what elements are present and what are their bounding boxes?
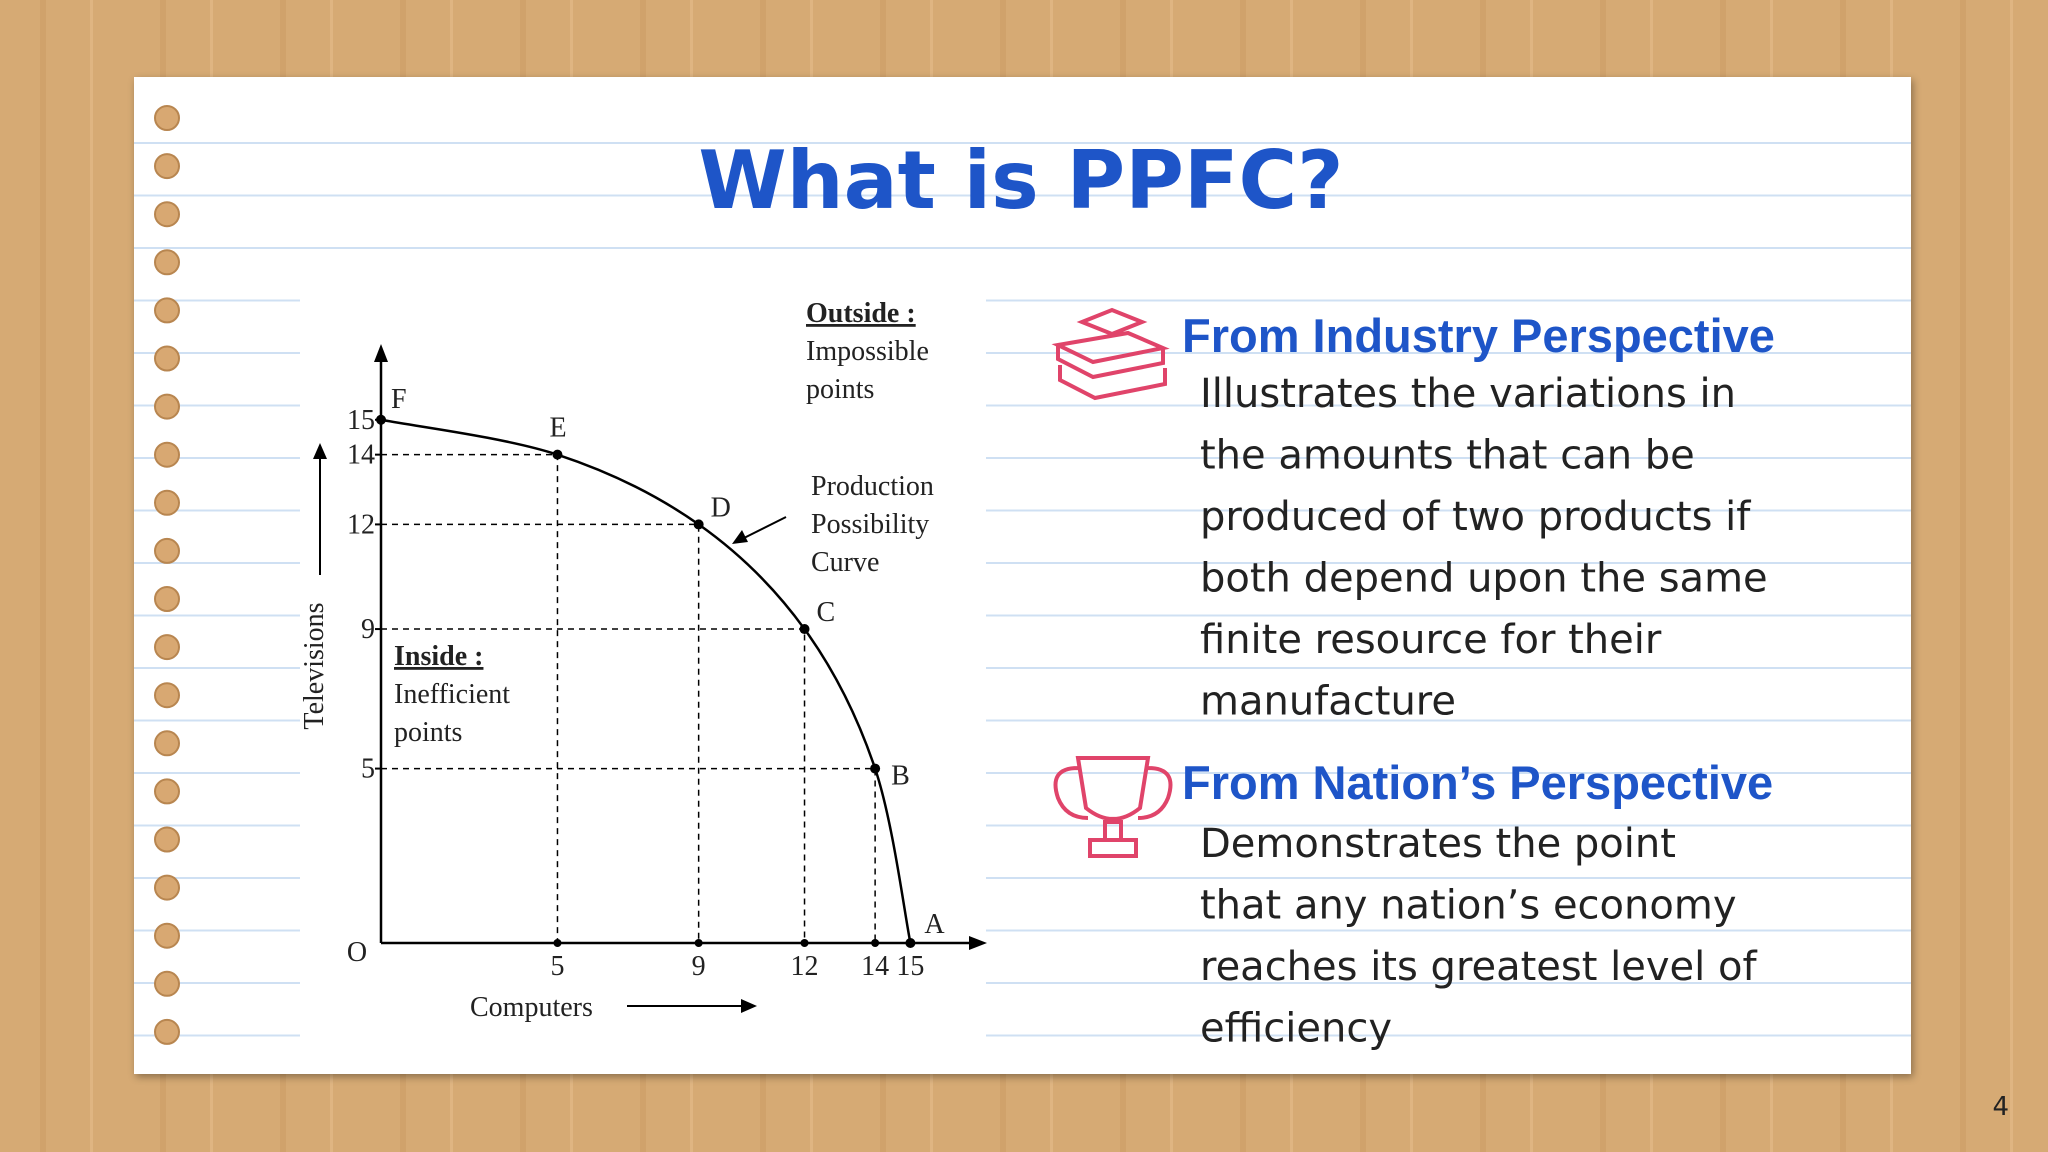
annotation-arrowhead: [732, 530, 748, 544]
x-tick-label: 14: [861, 951, 889, 982]
x-axis-label: Computers: [470, 992, 593, 1023]
y-axis-label: Televisions: [299, 602, 330, 729]
ring: [154, 922, 180, 949]
x-tick: [694, 939, 703, 947]
y-tick-label: 9: [361, 614, 375, 645]
y-tick-label: 14: [347, 440, 375, 471]
x-axis-arrow: [969, 936, 987, 950]
ring: [154, 201, 180, 228]
annotation-line: Production: [811, 471, 934, 502]
point: [799, 624, 810, 635]
annotation-line: Inefficient: [394, 679, 510, 710]
annotation-arrow: [741, 516, 787, 540]
section-line: both depend upon the same: [1200, 556, 1768, 602]
section-line: the amounts that can be: [1200, 433, 1695, 479]
section-line: efficiency: [1200, 1006, 1392, 1052]
ring: [154, 826, 180, 853]
ring: [154, 489, 180, 516]
section-line: reaches its greatest level of: [1200, 944, 1757, 990]
section-heading: From Industry Perspective: [1182, 309, 1775, 362]
ring: [154, 874, 180, 901]
ring: [154, 970, 180, 997]
slide-title: What is PPFC?: [698, 134, 1343, 227]
x-tick-label: 9: [692, 951, 706, 982]
annotation-line: Impossible: [806, 336, 929, 367]
section-line: that any nation’s economy: [1200, 883, 1736, 929]
ring: [154, 441, 180, 468]
ring: [154, 345, 180, 372]
x-tick-label: 5: [550, 951, 564, 982]
point: [552, 449, 563, 460]
ring: [154, 778, 180, 805]
section-line: Demonstrates the point: [1200, 821, 1676, 867]
y-tick-label: 15: [347, 405, 375, 436]
ring: [154, 730, 180, 757]
origin-label: O: [347, 937, 367, 968]
x-tick: [871, 939, 880, 947]
point-label: C: [817, 597, 836, 628]
guide-line: [381, 767, 876, 943]
section-line: produced of two products if: [1200, 494, 1751, 540]
ring: [154, 153, 180, 180]
point-label: F: [391, 384, 407, 415]
ring: [154, 1018, 180, 1045]
rings: [154, 105, 180, 1045]
section-line: finite resource for their: [1200, 617, 1662, 663]
point: [870, 763, 881, 774]
y-axis-arrow: [374, 344, 388, 362]
ring: [154, 586, 180, 612]
x-label-arrowhead: [741, 999, 757, 1013]
section-heading: From Nation’s Perspective: [1182, 756, 1773, 809]
section-line: manufacture: [1200, 679, 1456, 725]
books-icon: [1051, 307, 1170, 401]
x-tick-label: 12: [791, 951, 819, 982]
ring: [154, 297, 180, 324]
y-label-arrowhead: [313, 443, 327, 459]
annotation-line: points: [806, 374, 874, 405]
annotation-line: points: [394, 717, 462, 748]
point-label: A: [924, 909, 945, 940]
y-tick-label: 5: [361, 754, 375, 785]
annotation-title: Outside :: [806, 298, 916, 329]
ring: [154, 249, 180, 276]
x-tick-label: 15: [896, 951, 924, 982]
ring: [154, 393, 180, 420]
ring: [154, 105, 180, 131]
ring: [154, 537, 180, 564]
ring: [154, 634, 180, 661]
point: [376, 414, 386, 425]
point: [693, 519, 704, 530]
guide-line: [381, 523, 700, 943]
chart-background: [300, 294, 986, 1038]
point-label: E: [549, 413, 566, 444]
annotation-line: Curve: [811, 547, 879, 578]
annotation-title: Inside :: [394, 641, 483, 672]
page-number: 4: [1992, 1092, 2009, 1122]
ppf-curve: [380, 418, 912, 944]
point-label: D: [711, 492, 731, 523]
point-label: B: [891, 761, 910, 792]
section-line: Illustrates the variations in: [1200, 371, 1736, 417]
ring: [154, 682, 180, 709]
point: [905, 938, 916, 948]
trophy-icon: [1053, 756, 1173, 858]
y-tick-label: 12: [347, 509, 375, 540]
annotation-line: Possibility: [811, 509, 929, 540]
